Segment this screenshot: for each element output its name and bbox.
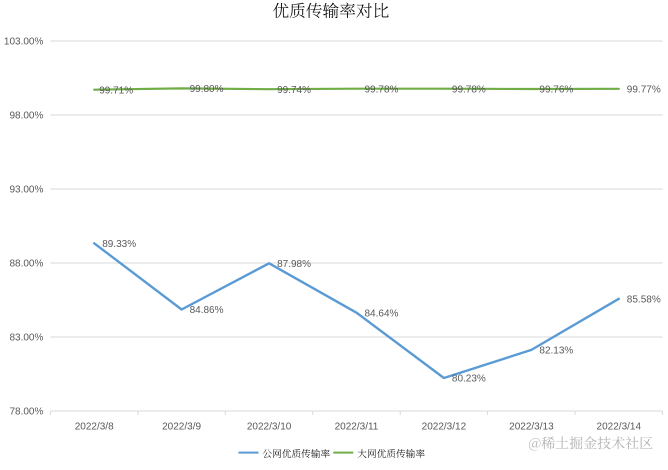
- svg-text:2022/3/11: 2022/3/11: [335, 421, 379, 432]
- svg-text:84.64%: 84.64%: [365, 308, 399, 319]
- svg-text:99.71%: 99.71%: [99, 85, 133, 96]
- svg-text:99.78%: 99.78%: [365, 84, 399, 95]
- svg-text:99.78%: 99.78%: [452, 84, 486, 95]
- svg-text:2022/3/8: 2022/3/8: [75, 421, 114, 432]
- svg-text:99.74%: 99.74%: [277, 85, 311, 96]
- svg-text:99.77%: 99.77%: [627, 84, 661, 95]
- svg-text:2022/3/9: 2022/3/9: [162, 421, 201, 432]
- svg-text:2022/3/10: 2022/3/10: [247, 421, 292, 432]
- svg-text:89.33%: 89.33%: [102, 239, 136, 250]
- svg-text:78.00%: 78.00%: [9, 407, 43, 418]
- svg-text:83.00%: 83.00%: [9, 333, 43, 344]
- svg-text:85.58%: 85.58%: [627, 294, 661, 305]
- svg-text:87.98%: 87.98%: [277, 259, 311, 270]
- svg-text:2022/3/12: 2022/3/12: [422, 421, 467, 432]
- svg-text:93.00%: 93.00%: [9, 185, 43, 196]
- svg-text:103.00%: 103.00%: [4, 37, 44, 48]
- svg-text:99.76%: 99.76%: [539, 85, 573, 96]
- svg-text:84.86%: 84.86%: [190, 305, 224, 316]
- svg-text:98.00%: 98.00%: [9, 111, 43, 122]
- svg-text:82.13%: 82.13%: [539, 346, 573, 357]
- svg-text:99.80%: 99.80%: [190, 84, 224, 95]
- svg-text:80.23%: 80.23%: [452, 374, 486, 385]
- svg-text:2022/3/14: 2022/3/14: [597, 421, 642, 432]
- svg-text:2022/3/13: 2022/3/13: [509, 421, 554, 432]
- svg-text:88.00%: 88.00%: [9, 259, 43, 270]
